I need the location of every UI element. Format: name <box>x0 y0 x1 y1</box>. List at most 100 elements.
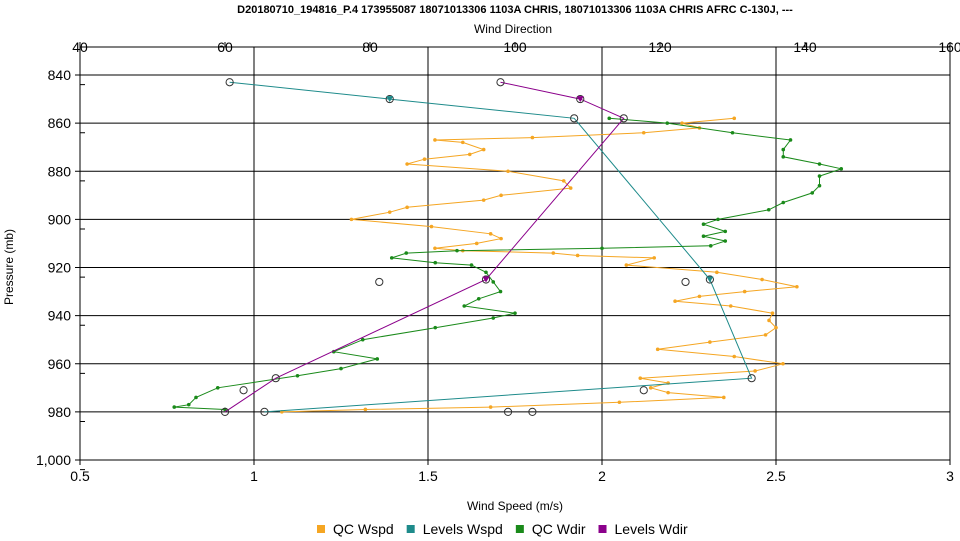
qc-wspd-point <box>641 130 646 135</box>
levels-wspd-point <box>705 275 714 284</box>
x2-tick-label: 140 <box>793 39 817 55</box>
qc-wspd-point <box>774 325 778 330</box>
bottom-axis-label: Wind Speed (m/s) <box>467 499 563 513</box>
qc-wspd-point <box>433 138 437 142</box>
qc-wdir-point <box>462 304 467 308</box>
qc-wdir-point <box>186 402 191 407</box>
qc-wdir-point <box>469 263 474 267</box>
qc-wdir-point <box>781 155 786 159</box>
levels-wdir-point <box>619 114 628 123</box>
qc-wdir-point <box>375 357 380 361</box>
x2-tick-label: 160 <box>938 39 960 55</box>
qc-wdir-point <box>766 207 771 212</box>
qc-wspd-point <box>422 157 427 162</box>
levels-wdir-point <box>271 374 280 383</box>
qc-wdir-point <box>194 395 198 400</box>
y-tick-label: 960 <box>48 356 72 372</box>
y-tick-label: 980 <box>48 404 72 420</box>
plot-frame <box>79 46 951 461</box>
qc-wdir-point <box>295 373 300 378</box>
chart-title: D20180710_194816_P.4 173955087 180710133… <box>237 4 793 16</box>
levels-wdir-point <box>220 407 230 416</box>
qc-wdir-point <box>491 280 496 284</box>
qc-wspd-point <box>499 193 503 198</box>
y-tick-label: 920 <box>48 260 72 276</box>
qc-wspd-point <box>767 318 771 323</box>
qc-wspd-point <box>753 369 757 373</box>
qc-wdir-point <box>839 167 844 171</box>
qc-wspd-point <box>760 277 764 282</box>
levels-wspd-point <box>570 114 579 123</box>
qc-wdir-point <box>433 325 438 330</box>
qc-wdir-point <box>723 229 728 234</box>
x2-tick-label: 100 <box>503 39 527 55</box>
qc-wdir-point <box>404 251 409 255</box>
x2-tick-label: 60 <box>217 39 233 55</box>
qc-wdir-point <box>476 296 481 301</box>
level-marker <box>375 277 384 287</box>
qc-wspd-point <box>770 311 775 316</box>
y-tick-label: 1,000 <box>36 452 71 468</box>
grid-lines <box>79 47 951 461</box>
qc-wspd-point <box>481 198 486 202</box>
qc-wdir-point <box>788 138 793 142</box>
series-layer <box>172 78 844 416</box>
qc-wspd-point <box>474 241 479 246</box>
levels-wspd-point <box>385 94 394 104</box>
levels-wdir-triangle-marker <box>482 276 490 283</box>
y-tick-label: 940 <box>48 308 72 324</box>
x-tick-label: 2.5 <box>766 468 786 484</box>
qc-wdir-point <box>701 234 706 239</box>
qc-wspd-point <box>551 251 556 255</box>
levels-wdir-point <box>481 275 491 284</box>
level-marker <box>503 407 513 416</box>
qc-wspd-point <box>781 361 785 366</box>
legend-swatch-levels-wspd <box>406 525 415 533</box>
qc-wdir-point <box>817 174 822 178</box>
x-tick-label: 0.5 <box>70 468 90 484</box>
qc-wspd-point <box>499 236 503 241</box>
qc-wdir-point <box>389 256 394 260</box>
qc-wdir-point <box>513 311 517 316</box>
x2-tick-label: 40 <box>72 39 88 55</box>
qc-wspd-point <box>429 224 434 229</box>
qc-wspd-point <box>638 376 643 380</box>
x-tick-label: 1 <box>250 468 258 484</box>
legend-label-qc-wspd: QC Wspd <box>333 521 394 537</box>
qc-wspd-point <box>349 217 354 222</box>
qc-wspd-point <box>481 147 486 152</box>
qc-wspd-point <box>673 299 677 303</box>
x-tick-label: 1.5 <box>418 468 438 484</box>
qc-wspd-point <box>363 407 368 412</box>
qc-wdir-point <box>817 162 822 166</box>
qc-wspd-point <box>405 205 409 210</box>
qc-wdir-point <box>817 183 822 188</box>
y-tick-label: 880 <box>48 163 72 179</box>
levels-wdir-line <box>224 81 625 413</box>
qc-wdir-point <box>781 200 786 205</box>
levels-wspd-point <box>225 78 234 87</box>
qc-wspd-point <box>722 395 726 400</box>
qc-wdir-point <box>607 116 612 121</box>
legend: QC Wspd Levels Wspd QC Wdir Levels Wdir <box>317 521 688 537</box>
top-axis-label: Wind Direction <box>474 22 552 36</box>
levels-wspd-point <box>260 407 269 416</box>
qc-wdir-point <box>600 246 604 251</box>
qc-wdir-point <box>455 248 459 253</box>
level-marker <box>239 386 248 395</box>
qc-wdir-point <box>716 217 720 222</box>
qc-wspd-point <box>488 405 493 409</box>
qc-wspd-point <box>624 263 629 267</box>
qc-wspd-point <box>506 169 510 174</box>
qc-wspd-point <box>617 400 622 405</box>
levels-wdir-triangle-marker <box>576 96 584 103</box>
qc-wdir-point <box>215 386 220 390</box>
qc-wspd-point <box>575 253 580 258</box>
qc-wspd-point <box>652 256 656 260</box>
qc-wdir-point <box>810 191 815 195</box>
qc-wspd-point <box>728 304 733 308</box>
qc-wdir-point <box>665 121 670 125</box>
y-tick-label: 840 <box>48 67 72 83</box>
levels-wspd-point <box>747 374 756 383</box>
